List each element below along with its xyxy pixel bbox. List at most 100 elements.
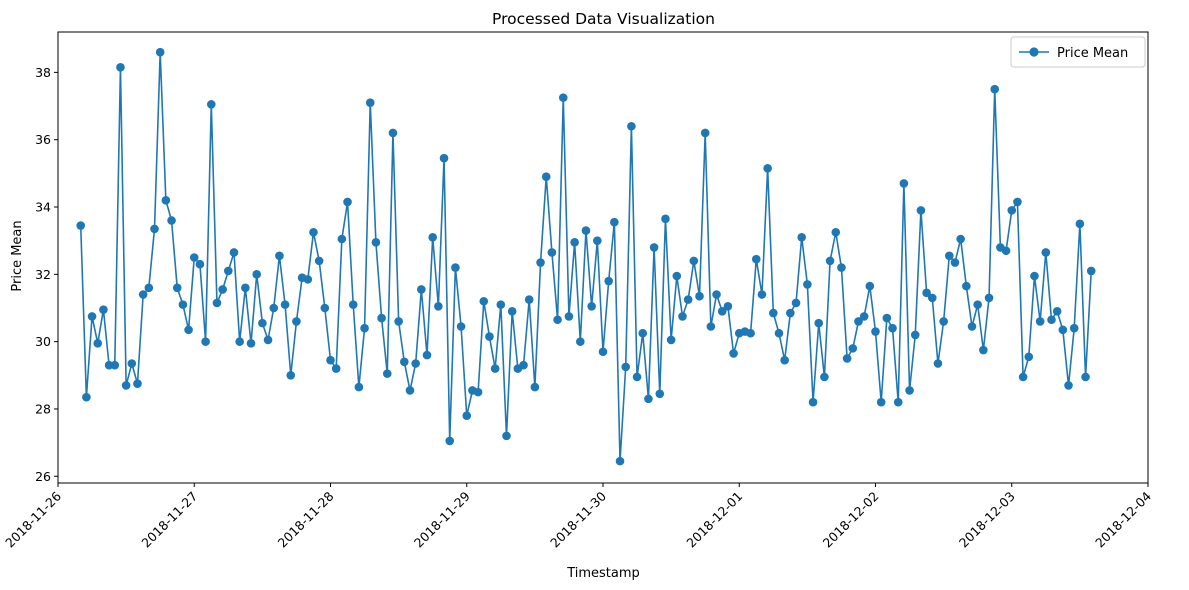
data-point — [206, 100, 216, 109]
data-point — [672, 271, 682, 281]
y-axis-title: Price Mean — [10, 220, 25, 291]
data-point — [1013, 197, 1022, 207]
data-point — [979, 345, 988, 355]
data-point — [865, 281, 875, 291]
data-point — [910, 330, 920, 340]
data-point — [252, 270, 261, 279]
legend: Price Mean — [1010, 36, 1146, 68]
data-point — [224, 266, 233, 276]
data-point — [751, 254, 761, 264]
data-point — [87, 312, 97, 321]
data-point — [638, 328, 648, 338]
data-point — [365, 98, 375, 107]
data-point — [956, 234, 965, 244]
data-point — [348, 300, 358, 309]
data-point — [803, 280, 812, 289]
data-point — [434, 302, 443, 311]
data-point — [916, 206, 926, 215]
data-point — [371, 238, 381, 247]
data-point — [121, 381, 131, 390]
data-point — [893, 397, 903, 407]
data-point — [93, 339, 103, 348]
data-point — [871, 327, 880, 336]
data-point — [155, 47, 165, 57]
data-point — [649, 243, 659, 252]
data-point — [479, 296, 489, 306]
data-point — [275, 251, 284, 261]
data-point — [587, 302, 596, 311]
data-point — [786, 308, 795, 318]
data-point — [530, 382, 540, 392]
data-point — [820, 372, 829, 382]
y-tick-label: 32 — [35, 267, 51, 282]
data-point — [110, 360, 120, 370]
data-point — [899, 179, 909, 188]
data-point — [286, 371, 296, 380]
data-point — [1035, 317, 1045, 326]
y-tick-label: 30 — [35, 334, 51, 349]
data-point — [558, 93, 568, 102]
legend-label: Price Mean — [1057, 46, 1128, 61]
data-point — [774, 328, 784, 338]
data-point — [388, 128, 398, 138]
data-point — [172, 283, 182, 293]
data-point — [411, 359, 420, 368]
data-point — [439, 153, 449, 163]
legend-frame — [1010, 36, 1146, 68]
data-point — [502, 431, 511, 441]
data-point — [575, 337, 585, 346]
legend-marker-swatch — [1029, 47, 1039, 57]
data-point — [854, 317, 863, 326]
y-tick-label: 28 — [35, 401, 51, 416]
data-point — [1030, 271, 1039, 281]
data-point — [990, 84, 1000, 94]
series-layer — [76, 47, 1096, 466]
data-point — [303, 275, 313, 284]
data-point — [791, 298, 801, 308]
plot-background — [58, 32, 1148, 483]
data-point — [1024, 352, 1034, 362]
data-point — [581, 226, 591, 235]
data-point — [337, 234, 347, 244]
data-point — [536, 258, 545, 267]
data-point — [604, 276, 613, 286]
data-point — [814, 318, 824, 328]
data-point — [490, 364, 500, 373]
data-point — [780, 355, 789, 365]
data-point — [195, 259, 205, 269]
data-point — [598, 347, 608, 357]
data-point — [831, 227, 841, 237]
data-point — [258, 318, 267, 328]
data-point — [547, 248, 557, 257]
data-point — [950, 258, 960, 267]
data-point — [280, 300, 290, 309]
data-point — [189, 253, 199, 262]
data-point — [201, 337, 210, 346]
data-point — [882, 313, 892, 323]
data-point — [326, 355, 335, 365]
data-point — [564, 312, 574, 321]
data-point — [229, 248, 239, 257]
data-point — [1075, 219, 1085, 229]
data-point — [184, 325, 193, 335]
data-point — [763, 164, 772, 173]
data-point — [178, 300, 188, 309]
data-point — [825, 256, 835, 266]
data-point — [144, 283, 154, 293]
data-point — [859, 312, 869, 321]
data-point — [627, 121, 636, 131]
data-point — [939, 317, 948, 326]
data-point — [712, 290, 721, 299]
data-point — [717, 307, 727, 316]
data-point — [343, 197, 352, 207]
data-point — [524, 295, 534, 304]
data-point — [394, 317, 403, 326]
y-tick-label: 36 — [35, 132, 51, 147]
data-point — [331, 364, 341, 373]
data-point — [400, 357, 409, 367]
data-point — [700, 128, 710, 138]
data-point — [167, 216, 176, 225]
data-point — [269, 303, 279, 313]
data-point — [428, 233, 437, 242]
